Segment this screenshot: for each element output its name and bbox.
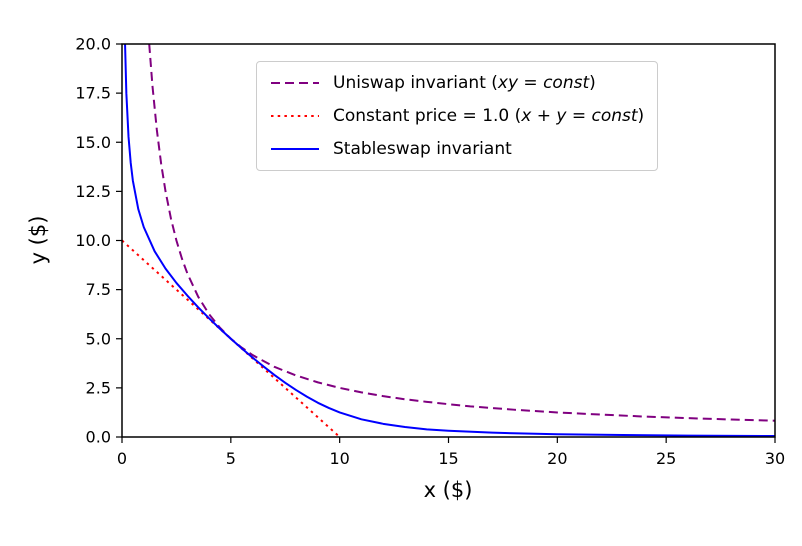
y-tick-label: 20.0 (75, 35, 111, 54)
y-tick-label: 2.5 (86, 378, 111, 397)
legend-line-sample (271, 148, 319, 150)
x-tick-label: 20 (547, 449, 567, 468)
chart-legend: Uniswap invariant (xy = const) Constant p… (256, 61, 659, 171)
legend-item: Stableswap invariant (270, 136, 644, 162)
legend-item: Uniswap invariant (xy = const) (270, 70, 644, 96)
plot-border (121, 43, 776, 438)
x-tick-label: 5 (226, 449, 236, 468)
legend-item: Constant price = 1.0 (x + y = const) (270, 103, 644, 129)
y-axis-label: y ($) (26, 215, 50, 265)
y-tick-label: 0.0 (86, 428, 111, 447)
y-tick-label: 12.5 (75, 182, 111, 201)
x-tick-label: 0 (117, 449, 127, 468)
legend-line-sample (271, 82, 319, 84)
x-tick-label: 10 (329, 449, 349, 468)
series-line-dashed (148, 44, 775, 422)
x-tick-label: 30 (765, 449, 785, 468)
legend-label: Constant price = 1.0 (x + y = const) (333, 106, 645, 126)
series-line-dotted (122, 239, 341, 437)
legend-label: Uniswap invariant (xy = const) (333, 73, 596, 93)
x-tick-label: 15 (438, 449, 458, 468)
x-tick-label: 25 (656, 449, 676, 468)
x-axis-label: x ($) (423, 478, 473, 502)
y-tick-label: 7.5 (86, 280, 111, 299)
legend-label: Stableswap invariant (333, 139, 512, 159)
y-tick-label: 15.0 (75, 133, 111, 152)
y-tick-label: 17.5 (75, 84, 111, 103)
legend-line-sample (271, 115, 319, 117)
y-tick-label: 5.0 (86, 329, 111, 348)
series-line-solid (124, 44, 775, 437)
y-tick-label: 10.0 (75, 231, 111, 250)
